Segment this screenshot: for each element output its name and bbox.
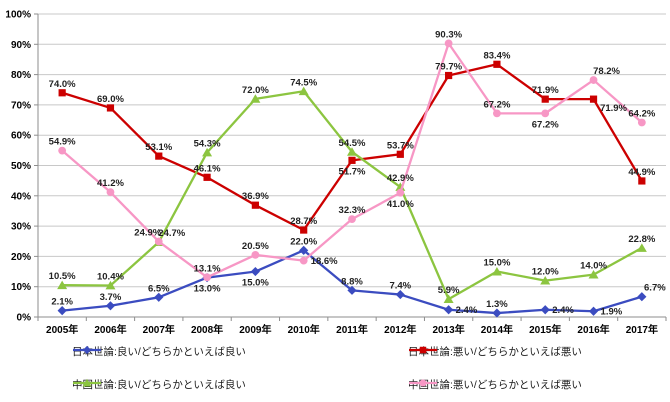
svg-text:54.5%: 54.5% — [339, 138, 366, 149]
svg-text:20.5%: 20.5% — [242, 241, 269, 252]
svg-text:67.2%: 67.2% — [532, 119, 559, 130]
svg-text:6.7%: 6.7% — [644, 283, 666, 294]
legend-label-japan-bad: 日本世論:悪い/どちらかといえば悪い — [408, 346, 582, 358]
svg-text:2010年: 2010年 — [288, 323, 320, 336]
svg-text:22.8%: 22.8% — [628, 234, 655, 245]
svg-text:1.9%: 1.9% — [601, 307, 623, 318]
china-bad-legend-marker-icon — [409, 379, 437, 387]
svg-text:2006年: 2006年 — [94, 323, 126, 336]
svg-text:69.0%: 69.0% — [97, 94, 124, 105]
svg-text:51.7%: 51.7% — [339, 166, 366, 177]
svg-text:53.7%: 53.7% — [387, 140, 414, 151]
y-axis-labels: 0% 10% 20% 30% 40% 50% 60% 70% 80% 90% 100% — [5, 10, 31, 324]
svg-text:2005年: 2005年 — [46, 323, 78, 336]
legend-item-china-bad: 中国世論:悪い/どちらかといえば悪い — [408, 377, 582, 392]
svg-text:2013年: 2013年 — [432, 323, 464, 336]
svg-text:2016年: 2016年 — [577, 323, 609, 336]
svg-text:2015年: 2015年 — [529, 323, 561, 336]
svg-text:6.5%: 6.5% — [148, 283, 170, 294]
svg-text:2.4%: 2.4% — [552, 305, 574, 316]
x-axis-labels: 2005年 2006年 2007年 2008年 2009年 2010年 2011年 2012年… — [46, 323, 658, 336]
svg-text:2007年: 2007年 — [143, 323, 175, 336]
svg-text:54.3%: 54.3% — [194, 138, 221, 149]
svg-text:70%: 70% — [11, 100, 31, 111]
svg-text:32.3%: 32.3% — [339, 205, 366, 216]
svg-text:24.7%: 24.7% — [158, 228, 185, 239]
svg-text:15.0%: 15.0% — [483, 258, 510, 269]
svg-text:22.0%: 22.0% — [290, 236, 317, 247]
axis-ticks — [34, 13, 667, 321]
svg-text:71.9%: 71.9% — [600, 103, 627, 114]
svg-text:40%: 40% — [11, 191, 31, 202]
svg-text:10%: 10% — [11, 282, 31, 293]
svg-text:72.0%: 72.0% — [242, 85, 269, 96]
svg-text:20%: 20% — [11, 252, 31, 263]
svg-text:10.4%: 10.4% — [97, 271, 124, 282]
svg-text:90.3%: 90.3% — [435, 29, 462, 40]
svg-text:50%: 50% — [11, 161, 31, 172]
svg-text:2011年: 2011年 — [336, 323, 368, 336]
svg-text:15.0%: 15.0% — [242, 278, 269, 289]
svg-text:74.5%: 74.5% — [290, 77, 317, 88]
svg-text:60%: 60% — [11, 131, 31, 142]
svg-text:8.8%: 8.8% — [341, 276, 363, 287]
svg-text:46.1%: 46.1% — [194, 163, 221, 174]
legend-label-china-bad: 中国世論:悪い/どちらかといえば悪い — [408, 379, 582, 391]
svg-text:80%: 80% — [11, 70, 31, 81]
data-labels: 2.1% 3.7% 6.5% 13.0% 15.0% 22.0% 8.8% 7.4% 2.4% 1… — [49, 29, 667, 317]
svg-text:74.0%: 74.0% — [49, 79, 76, 90]
svg-text:1.3%: 1.3% — [486, 299, 508, 310]
svg-text:3.7%: 3.7% — [100, 292, 122, 303]
svg-text:14.0%: 14.0% — [580, 261, 607, 272]
svg-text:64.2%: 64.2% — [628, 108, 655, 119]
svg-text:44.9%: 44.9% — [628, 167, 655, 178]
legend-label-japan-good: 日本世論:良い/どちらかといえば良い — [72, 346, 246, 358]
japan-good-legend-marker-icon — [73, 345, 101, 355]
svg-text:2014年: 2014年 — [481, 323, 513, 336]
svg-text:2.1%: 2.1% — [51, 297, 73, 308]
japan-bad-legend-marker-icon — [409, 346, 437, 354]
china-good-legend-marker-icon — [73, 378, 101, 387]
svg-text:24.9%: 24.9% — [134, 228, 161, 239]
svg-text:13.0%: 13.0% — [194, 284, 221, 295]
series-line-3 — [58, 39, 646, 282]
svg-text:5.9%: 5.9% — [438, 285, 460, 296]
legend-item-japan-bad: 日本世論:悪い/どちらかといえば悪い — [408, 344, 582, 359]
svg-text:2017年: 2017年 — [626, 323, 658, 336]
legend-item-china-good: 中国世論:良い/どちらかといえば良い — [72, 377, 246, 392]
svg-text:0%: 0% — [17, 313, 32, 324]
svg-text:53.1%: 53.1% — [145, 142, 172, 153]
svg-text:41.0%: 41.0% — [387, 199, 414, 210]
svg-text:100%: 100% — [5, 10, 31, 21]
svg-text:71.9%: 71.9% — [532, 85, 559, 96]
series-line-1 — [58, 60, 646, 234]
svg-text:2.4%: 2.4% — [456, 305, 478, 316]
svg-text:42.9%: 42.9% — [387, 173, 414, 184]
svg-text:67.2%: 67.2% — [483, 99, 510, 110]
svg-text:83.4%: 83.4% — [483, 50, 510, 61]
svg-text:30%: 30% — [11, 222, 31, 233]
svg-text:90%: 90% — [11, 40, 31, 51]
svg-text:79.7%: 79.7% — [435, 62, 462, 73]
svg-text:10.5%: 10.5% — [49, 271, 76, 282]
svg-text:36.9%: 36.9% — [242, 191, 269, 202]
svg-text:18.6%: 18.6% — [311, 256, 338, 267]
svg-text:13.1%: 13.1% — [194, 263, 221, 274]
svg-text:54.9%: 54.9% — [49, 137, 76, 148]
legend-item-japan-good: 日本世論:良い/どちらかといえば良い — [72, 344, 246, 359]
svg-text:7.4%: 7.4% — [389, 281, 411, 292]
series-line-0 — [57, 245, 647, 318]
legend-label-china-good: 中国世論:良い/どちらかといえば良い — [72, 379, 246, 391]
svg-text:78.2%: 78.2% — [593, 66, 620, 77]
svg-text:12.0%: 12.0% — [532, 267, 559, 278]
svg-text:41.2%: 41.2% — [97, 178, 124, 189]
svg-text:2012年: 2012年 — [384, 323, 416, 336]
svg-text:28.7%: 28.7% — [290, 216, 317, 227]
svg-text:2008年: 2008年 — [191, 323, 223, 336]
svg-text:2009年: 2009年 — [239, 323, 271, 336]
